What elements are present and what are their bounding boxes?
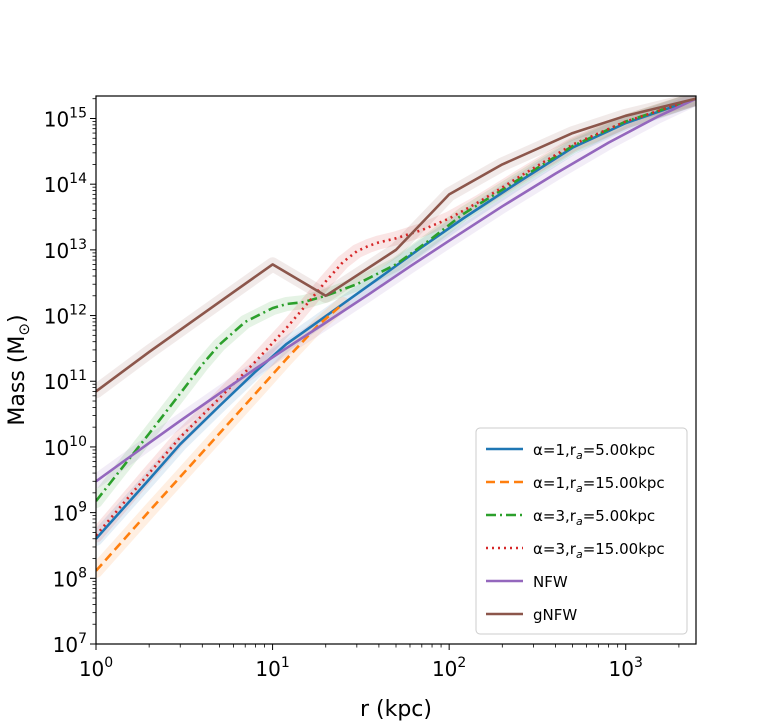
y-axis: 107 108 109 1010 1011 1012 1013 1014 1015 [44, 98, 96, 657]
y-tick-label-4: 1011 [44, 368, 87, 394]
y-axis-title-main: Mass (M [5, 336, 30, 426]
x-axis-title: r (kpc) [360, 697, 432, 722]
series-lines [96, 97, 696, 572]
y-tick-label-8: 1015 [44, 105, 87, 131]
y-tick-label-1: 108 [53, 565, 87, 591]
y-tick-label-2: 109 [53, 500, 87, 526]
series-line-5 [96, 97, 696, 393]
y-tick-label-3: 1010 [44, 434, 87, 460]
x-axis: 100 101 102 103 [79, 644, 680, 681]
y-axis-title: Mass (M⊙) [5, 314, 33, 425]
y-axis-title-sub: ⊙ [15, 323, 33, 336]
legend-label-4: NFW [533, 573, 568, 591]
legend-label-5: gNFW [533, 606, 577, 624]
legend: α=1,ra=5.00kpc α=1,ra=15.00kpc α=3,ra=5.00… [475, 427, 688, 635]
legend-box [475, 427, 688, 635]
legend-label-1: α=1,ra=15.00kpc [533, 474, 665, 495]
y-tick-label-0: 107 [53, 631, 87, 657]
x-tick-label-3: 103 [609, 655, 643, 681]
x-tick-label-1: 101 [255, 655, 289, 681]
x-tick-label-0: 100 [79, 655, 113, 681]
y-tick-label-6: 1013 [44, 237, 87, 263]
series-line-4 [96, 97, 696, 483]
legend-label-0: α=1,ra=5.00kpc [533, 441, 655, 462]
y-tick-label-5: 1012 [44, 303, 87, 329]
legend-label-2: α=3,ra=5.00kpc [533, 507, 655, 528]
series-line-3 [96, 97, 696, 537]
y-axis-title-paren: ) [5, 314, 30, 323]
series-line-0 [96, 97, 696, 540]
legend-label-3: α=3,ra=15.00kpc [533, 540, 665, 561]
x-tick-label-2: 102 [432, 655, 466, 681]
y-tick-label-7: 1014 [44, 171, 87, 197]
series-line-2 [96, 97, 696, 502]
